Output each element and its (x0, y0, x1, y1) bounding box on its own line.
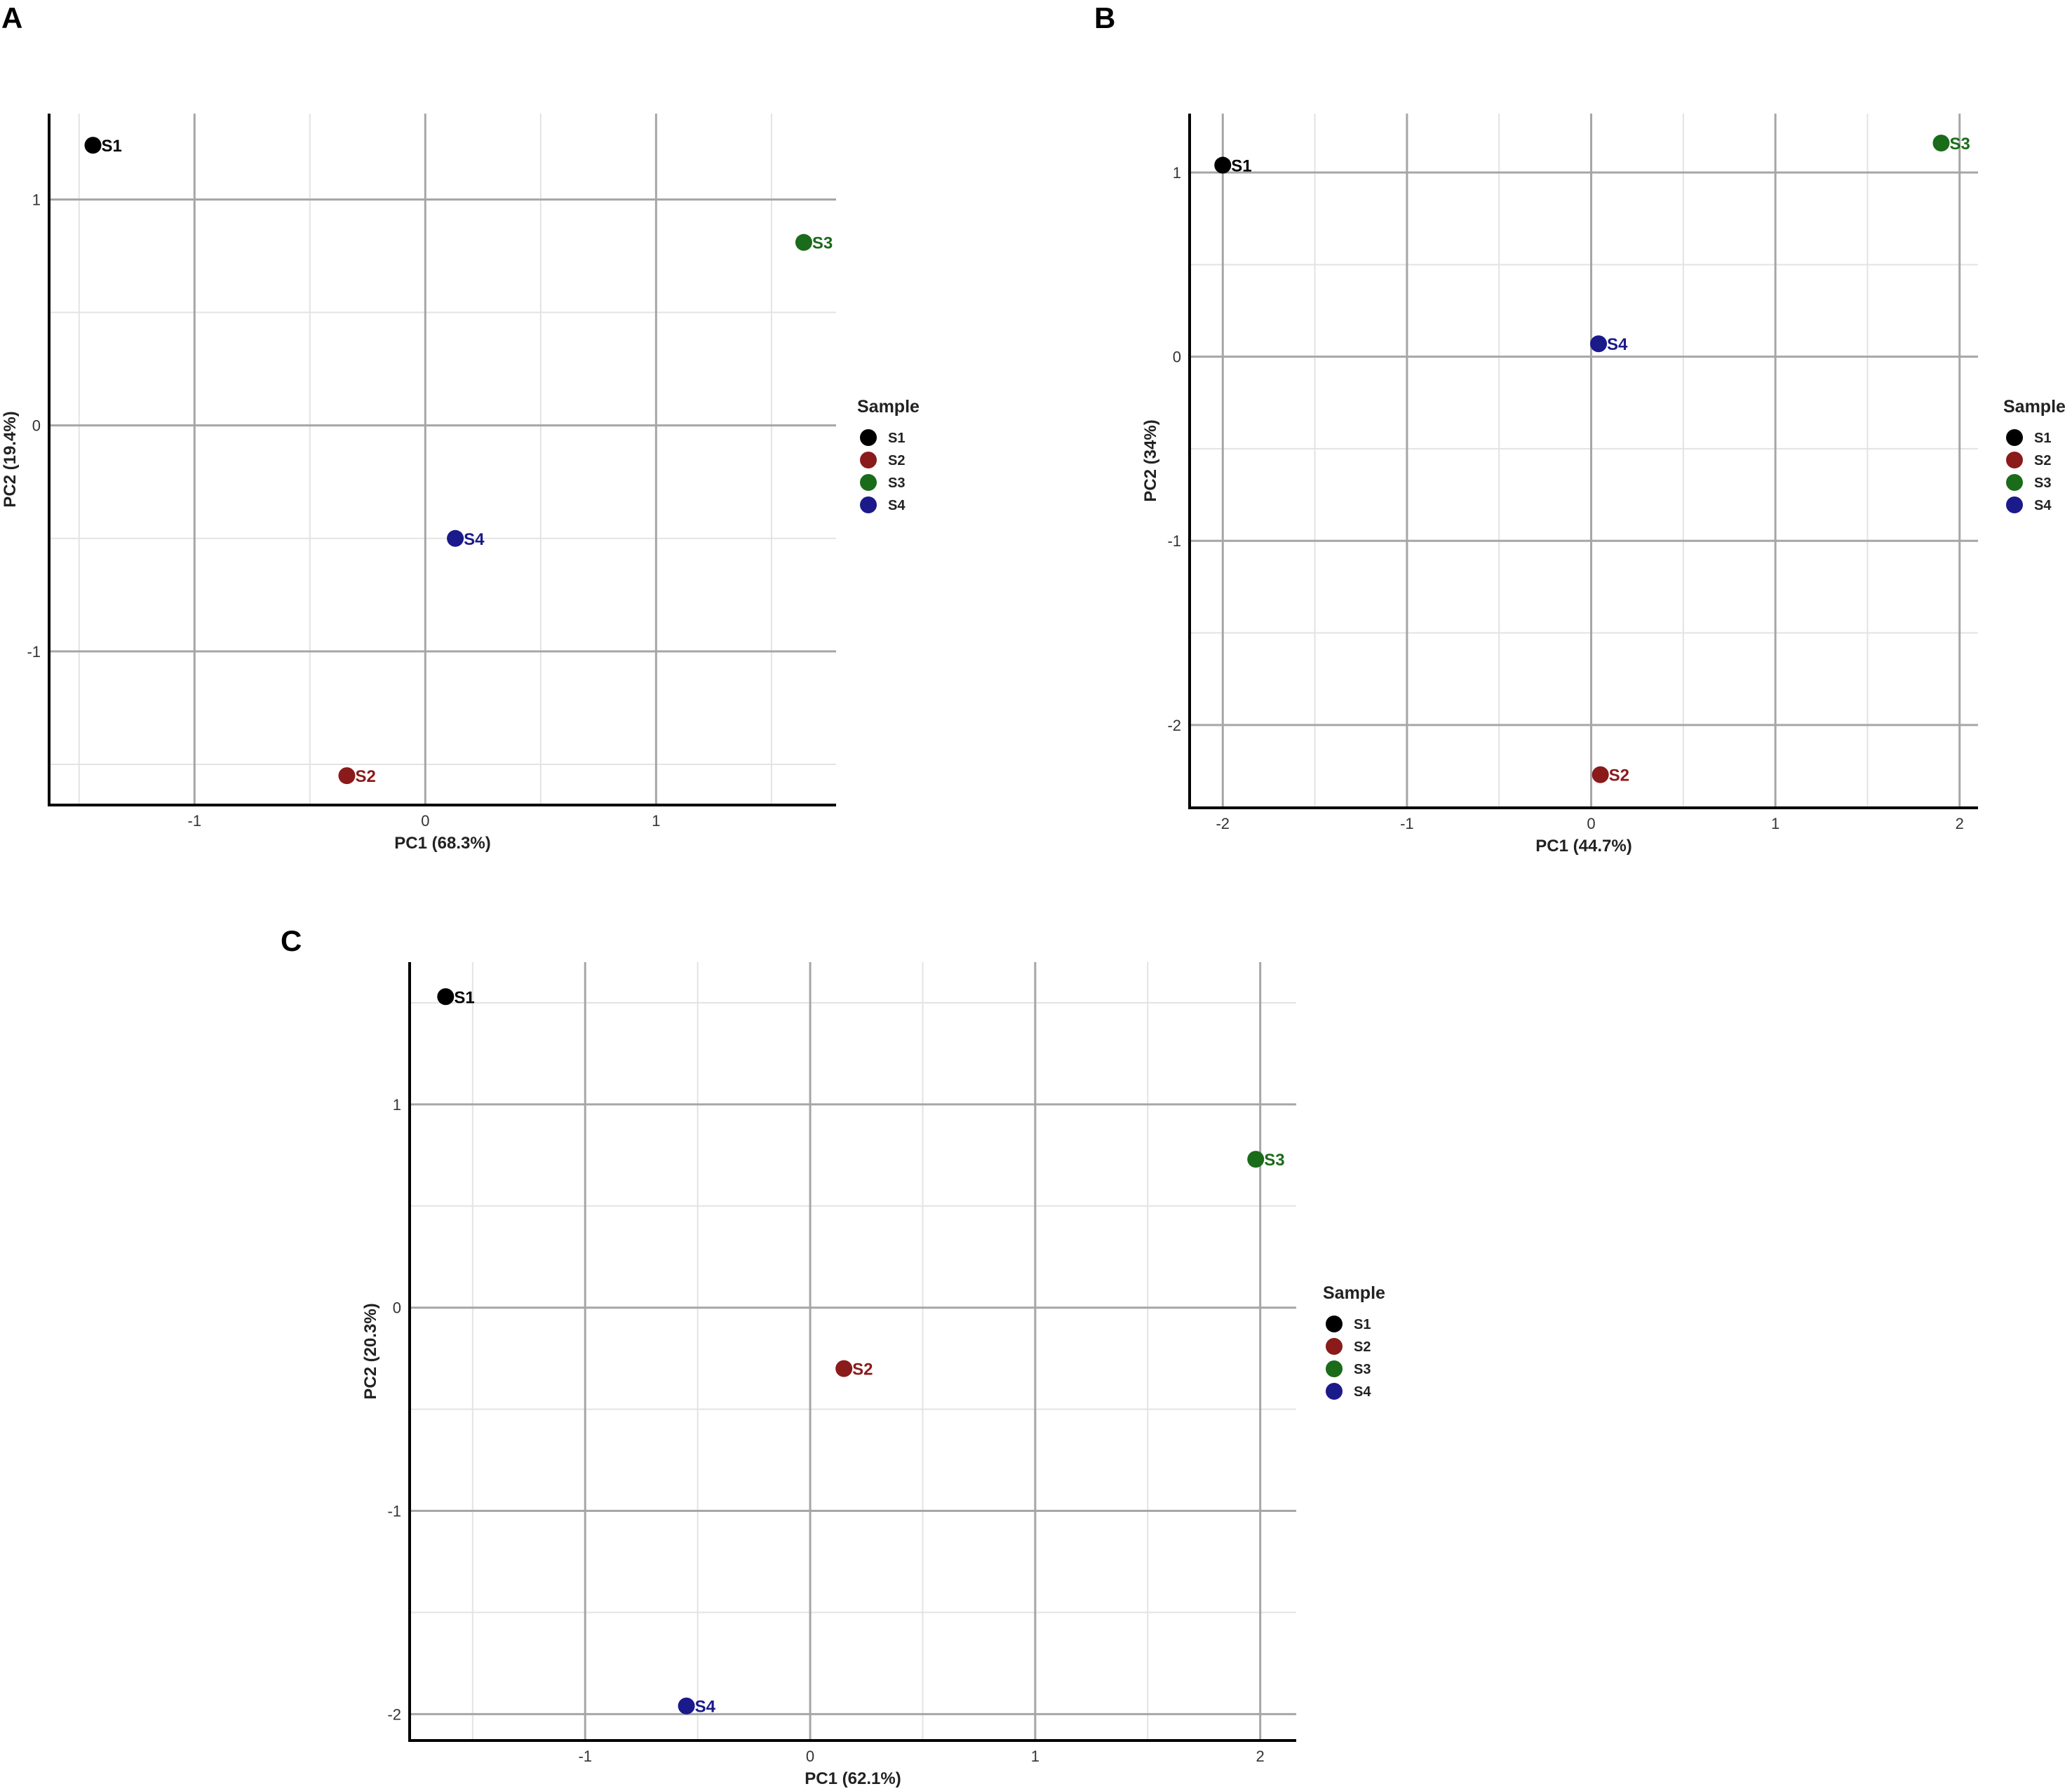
panel-c-y-tick-label: -2 (387, 1705, 401, 1723)
panel-b-legend-title: Sample (2003, 397, 2066, 417)
panel-c-point-s3 (1247, 1151, 1265, 1168)
panel-b-plot: -2 -1 0 1 2 -2 -1 0 1 PC1 (44.7%) PC2 (34%) S1 S2 S3 S… (1141, 114, 1978, 856)
panel-c-y-tick-label: 1 (393, 1096, 401, 1114)
panel-c-point-label-s1: S1 (454, 988, 474, 1007)
panel-a-point-s1 (84, 137, 102, 154)
panel-c-y-tick-label: -1 (387, 1503, 401, 1520)
panel-b-legend-key-s2 (2006, 452, 2023, 468)
panel-b-point-s1 (1214, 156, 1232, 174)
panel-a-letter: A (1, 1, 22, 34)
panel-a-point-s3 (795, 234, 812, 251)
panel-a-point-label-s2: S2 (355, 767, 375, 786)
panel-a-legend: Sample S1 S2 S3 S4 (857, 397, 920, 513)
panel-b-legend-key-s4 (2006, 496, 2023, 513)
panel-b-point-s3 (1932, 135, 1950, 152)
panel-b-x-tick-label: -2 (1216, 815, 1230, 832)
panel-a-plot: -1 0 1 -1 0 1 PC1 (68.3%) PC2 (19.4%) S1 S2 S3 S4 (1, 114, 836, 853)
panel-a-y-tick-label: 0 (32, 417, 41, 435)
panel-b-legend-key-s1 (2006, 429, 2023, 446)
panel-c-x-tick-label: 1 (1031, 1748, 1040, 1765)
panel-b-letter: B (1094, 1, 1115, 34)
panel-b-legend-key-s3 (2006, 474, 2023, 491)
panel-a-legend-label-s4: S4 (888, 498, 906, 513)
panel-a: A -1 0 1 -1 0 1 PC1 (68.3%) PC2 (19.4%) S1 S2 S3 S4… (1, 1, 920, 853)
panel-b-y-tick-label: 0 (1173, 349, 1181, 366)
panel-c-y-tick-label: 0 (393, 1299, 401, 1317)
panel-a-legend-key-s4 (860, 496, 877, 513)
panel-a-legend-key-s2 (860, 452, 877, 468)
panel-b-legend-label-s3: S3 (2034, 475, 2051, 491)
panel-b-x-tick-label: -1 (1400, 815, 1414, 832)
panel-c-point-label-s3: S3 (1264, 1151, 1284, 1170)
panel-a-legend-label-s3: S3 (888, 475, 905, 491)
panel-c-point-s1 (437, 988, 455, 1006)
panel-c-x-tick-label: 2 (1256, 1748, 1265, 1765)
panel-c-legend: Sample S1 S2 S3 S4 (1323, 1283, 1385, 1400)
panel-b-x-tick-label: 0 (1587, 815, 1595, 832)
panel-b-point-label-s2: S2 (1609, 766, 1629, 785)
panel-a-y-tick-label: 1 (32, 191, 41, 208)
panel-b-legend-label-s4: S4 (2034, 498, 2052, 513)
panel-a-y-tick-label: -1 (27, 643, 41, 661)
panel-b-y-tick-label: -2 (1167, 717, 1181, 734)
panel-c-legend-key-s3 (1326, 1360, 1343, 1377)
panel-a-legend-key-s3 (860, 474, 877, 491)
panel-a-point-label-s3: S3 (812, 234, 833, 253)
panel-a-x-axis-title: PC1 (68.3%) (394, 834, 490, 853)
panel-a-x-tick-label: 0 (421, 812, 429, 830)
panel-a-y-axis-title: PC2 (19.4%) (1, 411, 20, 507)
panel-b-x-tick-label: 2 (1956, 815, 1964, 832)
panel-b-x-tick-label: 1 (1771, 815, 1780, 832)
panel-c-legend-label-s1: S1 (1354, 1317, 1371, 1332)
panel-a-point-label-s1: S1 (102, 137, 122, 156)
panel-c-x-tick-label: 0 (806, 1748, 814, 1765)
panel-c-legend-key-s2 (1326, 1338, 1343, 1355)
panel-a-legend-key-s1 (860, 429, 877, 446)
panel-b-legend-label-s1: S1 (2034, 431, 2051, 446)
panel-a-legend-label-s1: S1 (888, 431, 905, 446)
panel-c-legend-label-s3: S3 (1354, 1362, 1371, 1377)
panel-c-letter: C (281, 924, 302, 957)
panel-c-legend-title: Sample (1323, 1283, 1385, 1303)
panel-c-legend-key-s4 (1326, 1383, 1343, 1400)
panel-b-point-s4 (1590, 335, 1608, 353)
panel-b-legend: Sample S1 S2 S3 S4 (2003, 397, 2066, 513)
panel-c-point-s4 (678, 1697, 695, 1715)
panel-b-x-axis-title: PC1 (44.7%) (1535, 837, 1632, 856)
panel-c-point-label-s4: S4 (695, 1698, 716, 1717)
panel-b-y-tick-label: -1 (1167, 532, 1181, 550)
panel-c-legend-label-s2: S2 (1354, 1339, 1371, 1355)
panel-c-x-axis-title: PC1 (62.1%) (805, 1769, 901, 1788)
panel-a-legend-title: Sample (857, 397, 920, 417)
panel-a-x-tick-label: -1 (188, 812, 202, 830)
panel-b-point-label-s3: S3 (1949, 135, 1970, 154)
panel-b-point-label-s4: S4 (1607, 335, 1628, 354)
panel-b-legend-label-s2: S2 (2034, 453, 2051, 468)
panel-c-plot: -1 0 1 2 -2 -1 0 1 PC1 (62.1%) PC2 (20.3%) S1 S2 S3 S… (361, 962, 1296, 1788)
panel-c-legend-label-s4: S4 (1354, 1384, 1371, 1400)
panel-c-point-s2 (835, 1360, 853, 1377)
panel-a-point-label-s4: S4 (464, 530, 485, 549)
panel-b-y-tick-label: 1 (1173, 164, 1181, 182)
panel-b-y-axis-title: PC2 (34%) (1141, 419, 1160, 501)
panel-b-point-label-s1: S1 (1231, 157, 1251, 176)
panel-c-point-label-s2: S2 (852, 1360, 873, 1379)
panel-a-legend-label-s2: S2 (888, 453, 905, 468)
panel-a-x-tick-label: 1 (652, 812, 660, 830)
panel-a-point-s4 (447, 529, 464, 547)
panel-c-y-axis-title: PC2 (20.3%) (361, 1303, 380, 1399)
panel-c-legend-key-s1 (1326, 1316, 1343, 1332)
panel-c-x-tick-label: -1 (578, 1748, 592, 1765)
panel-b-point-s2 (1592, 766, 1609, 783)
panel-a-point-s2 (338, 767, 356, 785)
